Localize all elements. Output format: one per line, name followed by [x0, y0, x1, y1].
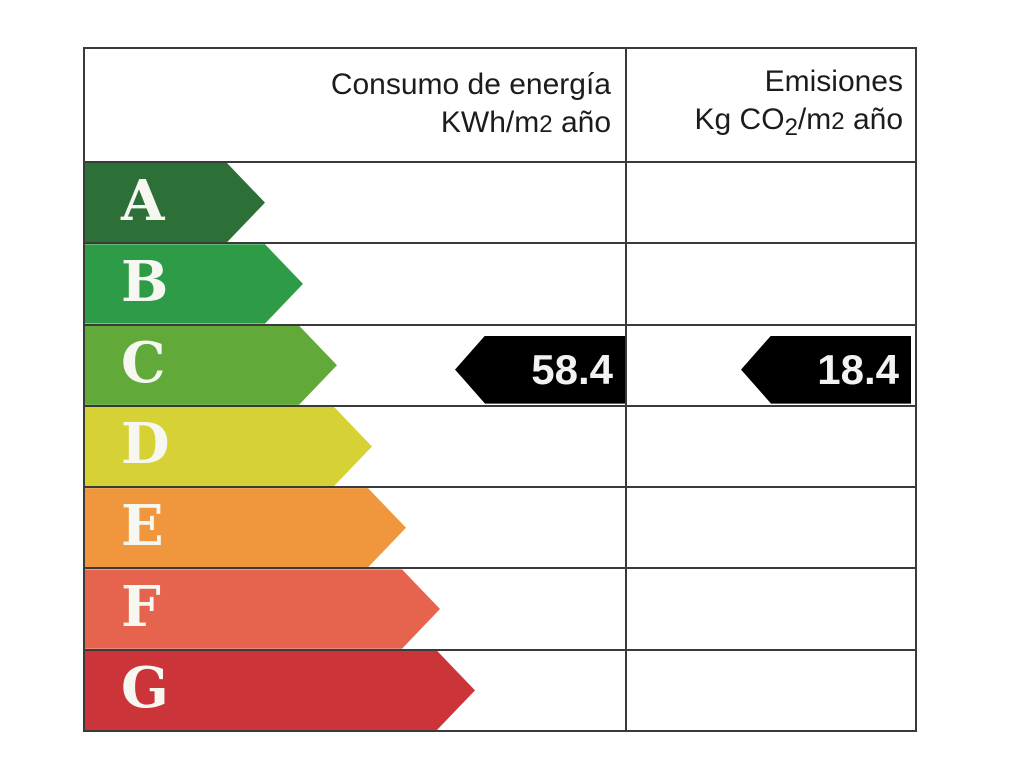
rating-letter-g: G	[121, 655, 169, 722]
rating-row-e: E	[85, 486, 915, 568]
consumption-value: 58.4	[531, 345, 613, 393]
rating-row-c: C 58.4 18.4	[85, 323, 915, 405]
rating-row-b: B	[85, 242, 915, 324]
header-consumption-line1: Consumo de energía	[330, 68, 611, 101]
column-divider-line	[625, 49, 627, 730]
rating-letter-f: F	[121, 574, 161, 641]
rating-band-arrow-d: D	[85, 407, 372, 486]
rating-band-arrow-f: F	[85, 569, 440, 648]
header-emissions: Emisiones Kg CO2/m2 año	[625, 49, 915, 161]
header-emissions-line2: Kg CO2/m2 año	[694, 103, 903, 141]
rating-letter-a: A	[121, 167, 165, 234]
rating-band-arrow-c: C	[85, 326, 337, 405]
emissions-value: 18.4	[817, 345, 899, 393]
rating-row-f: F	[85, 567, 915, 649]
rating-row-d: D	[85, 404, 915, 487]
rating-band-arrow-g: G	[85, 651, 475, 730]
header-emissions-line1: Emisiones	[764, 65, 903, 98]
header-consumption-line2: KWh/m2 año	[440, 106, 611, 139]
consumption-value-arrow: 58.4	[455, 335, 625, 404]
energy-rating-table: Consumo de energía KWh/m2 año Emisiones …	[83, 47, 917, 732]
emissions-value-arrow: 18.4	[741, 335, 911, 404]
rating-row-g: G	[85, 648, 915, 730]
rating-letter-b: B	[121, 248, 169, 315]
header-consumption: Consumo de energía KWh/m2 año	[85, 49, 625, 161]
rating-row-a: A	[85, 161, 915, 243]
header-row: Consumo de energía KWh/m2 año Emisiones …	[85, 49, 915, 161]
rating-letter-c: C	[121, 330, 166, 397]
rating-letter-e: E	[121, 492, 164, 559]
rating-band-arrow-b: B	[85, 244, 303, 323]
rating-letter-d: D	[121, 411, 170, 478]
rating-band-arrow-e: E	[85, 488, 406, 567]
rating-band-arrow-a: A	[85, 163, 265, 242]
